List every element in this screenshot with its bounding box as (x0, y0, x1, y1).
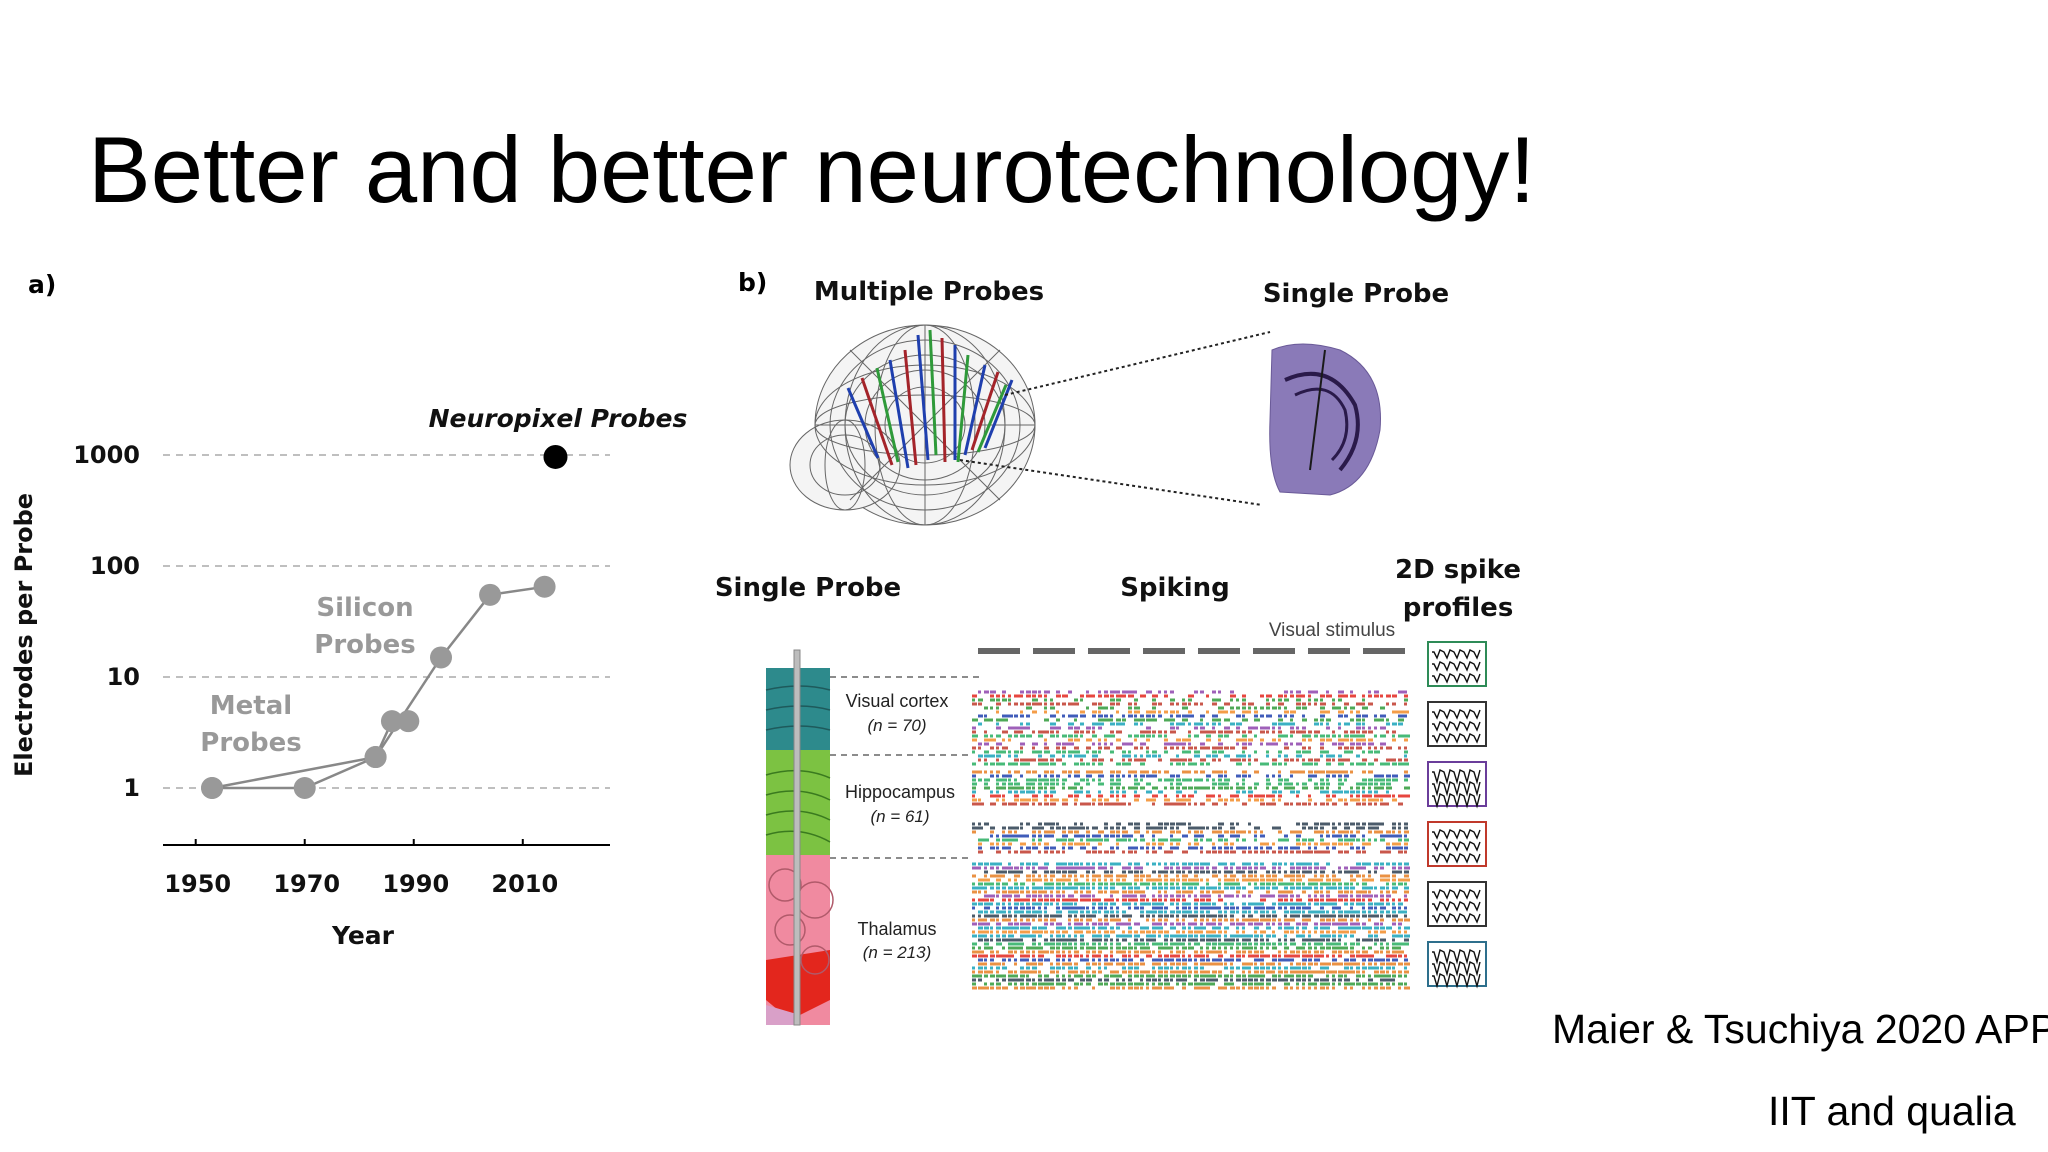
metal-annotation-line1: Metal (210, 691, 292, 721)
spike-profiles-label-line2: profiles (1403, 593, 1514, 623)
probe-column (765, 649, 834, 1026)
spike-profile-box (1427, 641, 1487, 687)
stimulus-bar (1143, 648, 1185, 654)
data-point-1-4 (533, 575, 556, 598)
panel-a-letter: a) (28, 270, 57, 299)
x-tick-label-1970: 1970 (273, 870, 340, 898)
stimulus-bar (1088, 648, 1130, 654)
multiple-probes-figure: Multiple Probes Single Probe (789, 277, 1449, 526)
probe-tracks (846, 329, 1014, 469)
x-tick-label-1950: 1950 (164, 870, 231, 898)
slide-title: Better and better neurotechnology! (88, 117, 1536, 222)
y-tick-label-1000: 1000 (73, 441, 140, 469)
stimulus-bar (1033, 648, 1075, 654)
data-point-1-3 (479, 583, 502, 606)
data-point-1-0 (201, 777, 224, 799)
spike-profile-box (1427, 821, 1487, 867)
data-point-1-1 (364, 746, 387, 769)
data-point-1-2 (430, 646, 453, 669)
region-thalamus-n: (n = 213) (863, 943, 932, 962)
spike-profile-box (1427, 701, 1487, 747)
spike-profiles-label-line1: 2D spike (1395, 555, 1521, 585)
visual-stimulus-label: Visual stimulus (1269, 620, 1395, 641)
region-hippocampus-n: (n = 61) (870, 807, 929, 826)
silicon-annotation-line2: Probes (314, 630, 415, 660)
y-tick-label-1: 1 (123, 774, 140, 802)
multiple-probes-label: Multiple Probes (814, 277, 1044, 307)
spike-profile-box (1427, 941, 1487, 989)
stimulus-bar (1308, 648, 1350, 654)
metal-annotation-line2: Probes (200, 728, 301, 758)
x-tick-label-2010: 2010 (491, 870, 558, 898)
x-axis-label: Year (331, 921, 395, 950)
spiking-label: Spiking (1120, 573, 1230, 603)
citation: Maier & Tsuchiya 2020 APP (1552, 1006, 2048, 1052)
single-probe-top-label: Single Probe (1263, 279, 1449, 309)
region-thalamus: Thalamus (857, 919, 936, 939)
x-tick-label-1990: 1990 (382, 870, 449, 898)
spike-raster (972, 690, 1410, 990)
single-probe-left-label: Single Probe (715, 573, 901, 603)
spike-profile-box (1427, 761, 1487, 809)
histology-slice (1269, 343, 1381, 496)
panel-b-letter: b) (738, 268, 768, 297)
y-axis-label: Electrodes per Probe (10, 493, 38, 777)
spiking-figure: Single Probe Spiking 2D spike profiles V… (715, 555, 1521, 1026)
stimulus-bar (1198, 648, 1240, 654)
stimulus-bar (978, 648, 1020, 654)
y-tick-label-100: 100 (90, 552, 140, 580)
zoom-line-bottom (959, 459, 1263, 506)
region-visual-cortex: Visual cortex (846, 691, 949, 711)
region-visual-cortex-n: (n = 70) (867, 716, 926, 735)
data-point-0-3 (380, 710, 403, 733)
electrodes-chart: 1 10 100 1000 1950 1970 1990 2010 Year Electro… (10, 404, 688, 950)
visual-stimulus-bars (978, 648, 1405, 654)
spike-profile-boxes (1427, 641, 1487, 989)
zoom-line-top (1004, 331, 1271, 396)
data-point-0-4 (397, 710, 420, 733)
y-tick-label-10: 10 (107, 663, 140, 691)
stimulus-bar (1363, 648, 1405, 654)
region-hippocampus: Hippocampus (845, 782, 955, 802)
footer-label: IIT and qualia (1768, 1088, 2016, 1134)
stimulus-bar (1253, 648, 1295, 654)
neuropixel-annotation: Neuropixel Probes (429, 404, 688, 433)
data-point-0-1 (293, 777, 316, 799)
silicon-annotation-line1: Silicon (316, 593, 413, 623)
spike-profile-box (1427, 881, 1487, 927)
data-point-2-0 (543, 444, 568, 469)
